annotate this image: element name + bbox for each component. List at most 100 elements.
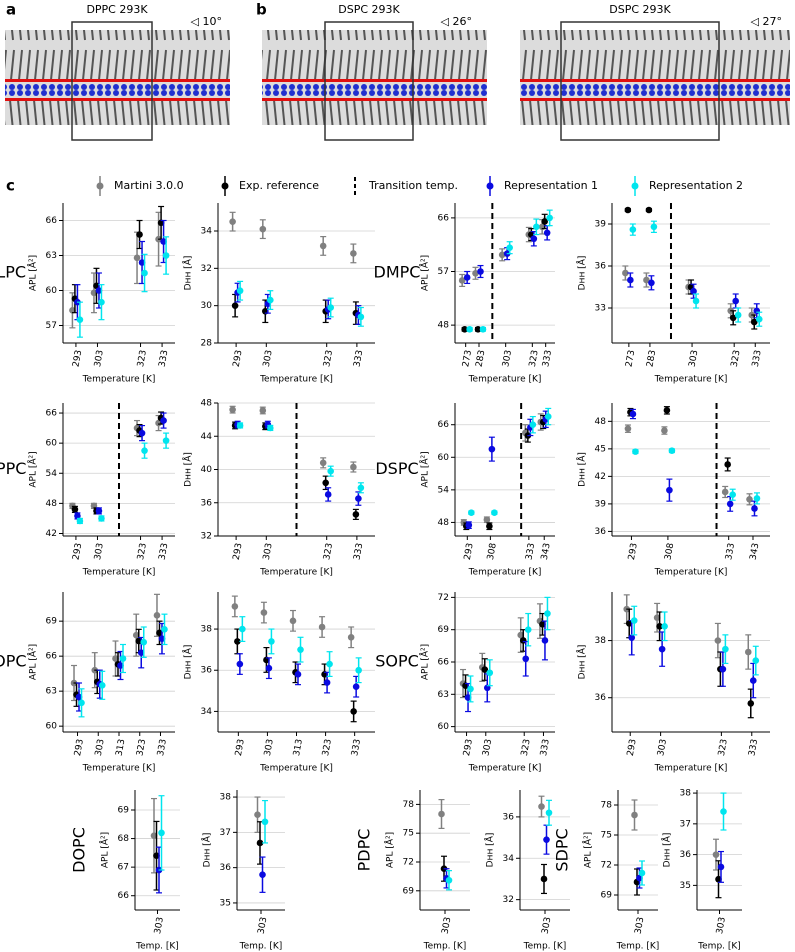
y-axis-label: APL [Å²] <box>419 255 431 291</box>
point <box>524 626 532 633</box>
point <box>319 242 327 250</box>
x-tick-label: 293 <box>234 738 247 757</box>
y-tick-label: 35 <box>220 898 231 908</box>
y-tick-label: 36 <box>220 863 232 873</box>
lipid-label: PDPC <box>355 829 374 872</box>
errorbar-chart: 48 54 60 66 293 308 333 343 Temperature [K] APL [… <box>375 403 555 578</box>
lipid-label: POPC <box>0 652 27 671</box>
x-tick-label: 303 <box>93 349 106 368</box>
point <box>541 218 548 225</box>
legend-marker <box>631 182 639 190</box>
y-tick-label: 60 <box>438 453 450 463</box>
point <box>141 269 148 277</box>
point <box>268 638 275 645</box>
x-tick-label: 323 <box>730 349 743 368</box>
point <box>546 214 553 222</box>
point <box>645 206 653 214</box>
point <box>467 685 474 693</box>
panel-angle: ◁ 27° <box>751 15 782 28</box>
x-tick-label: 333 <box>352 349 365 368</box>
y-tick-label: 63 <box>46 251 57 261</box>
y-tick-label: 66 <box>46 216 58 226</box>
x-tick-label: 333 <box>541 349 554 368</box>
x-tick-label: 273 <box>624 349 637 368</box>
errorbar-chart: 32 36 40 44 48 293 303 323 333 Temperature [K] Dʜʜ… <box>182 399 375 578</box>
point <box>543 229 551 237</box>
y-axis-label: Dʜʜ [Å] <box>201 833 213 868</box>
point <box>153 612 161 619</box>
y-tick-label: 75 <box>601 831 612 841</box>
point <box>746 496 753 503</box>
point <box>721 488 729 496</box>
errorbar-chart: 69 72 75 78 303 Temp. [K] APL [Å²] SDPC <box>553 790 659 952</box>
panel-title: DSPC 293K <box>338 3 400 16</box>
point <box>663 407 671 414</box>
point <box>267 424 274 432</box>
y-tick-label: 39 <box>595 220 607 230</box>
x-tick-label: 308 <box>663 542 676 561</box>
panel-letter: c <box>6 177 15 195</box>
point <box>259 407 267 414</box>
y-tick-label: 66 <box>46 652 58 662</box>
y-tick-label: 36 <box>595 693 607 703</box>
y-tick-label: 60 <box>46 286 58 296</box>
y-axis-label: Dʜʜ [Å] <box>576 645 588 680</box>
y-tick-label: 44 <box>201 432 213 442</box>
point <box>231 302 239 309</box>
point <box>719 665 727 673</box>
x-tick-label: 333 <box>747 738 760 757</box>
y-tick-label: 36 <box>680 850 692 860</box>
y-tick-label: 39 <box>595 499 607 509</box>
y-tick-label: 60 <box>438 722 450 732</box>
x-tick-label: 333 <box>352 542 365 561</box>
x-axis-label: Temperature [K] <box>468 375 542 385</box>
x-tick-label: 303 <box>262 542 275 561</box>
point <box>690 287 697 295</box>
x-tick-label: 333 <box>751 349 764 368</box>
point <box>438 810 445 818</box>
point <box>98 682 106 689</box>
point <box>530 235 538 243</box>
point <box>162 252 170 259</box>
x-tick-label: 323 <box>520 738 533 757</box>
point <box>132 631 140 639</box>
point <box>720 808 727 815</box>
lipid-label: SOPC <box>375 652 419 671</box>
point <box>629 226 637 233</box>
point <box>136 231 143 238</box>
point <box>350 463 357 471</box>
point <box>624 206 632 214</box>
x-tick-label: 323 <box>322 542 335 561</box>
point <box>259 225 267 233</box>
membrane-images <box>5 21 790 141</box>
lipid-label: SDPC <box>553 828 572 871</box>
point <box>744 648 752 656</box>
point <box>355 666 362 674</box>
legend-marker <box>221 182 229 190</box>
point <box>541 637 549 644</box>
point <box>267 296 274 304</box>
y-tick-label: 78 <box>601 801 613 811</box>
y-tick-label: 72 <box>438 593 449 603</box>
x-tick-label: 333 <box>158 349 171 368</box>
x-tick-label: 303 <box>688 349 701 368</box>
y-axis-label: Dʜʜ [Å] <box>182 256 194 291</box>
point <box>533 223 540 231</box>
point <box>140 638 148 646</box>
point <box>236 422 244 429</box>
point <box>631 811 638 819</box>
panel-angle: ◁ 10° <box>191 15 222 28</box>
lipid-label: DMPC <box>374 263 421 282</box>
point <box>260 609 268 616</box>
point <box>658 645 666 653</box>
point <box>297 646 304 653</box>
point <box>158 829 165 837</box>
y-tick-label: 67 <box>118 863 129 873</box>
point <box>254 811 261 819</box>
x-tick-label: 303 <box>93 542 106 561</box>
y-tick-label: 33 <box>595 304 606 314</box>
point <box>643 276 650 284</box>
point <box>234 638 241 645</box>
errorbar-chart: 36 39 42 45 48 293 308 333 343 Temperature [K] Dʜʜ… <box>576 403 770 578</box>
